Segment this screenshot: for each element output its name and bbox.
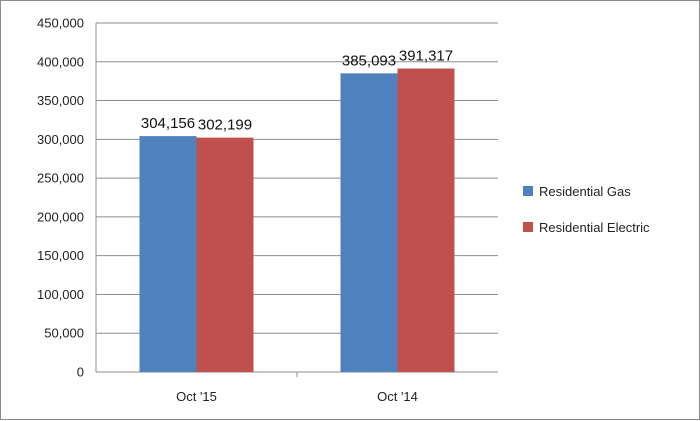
legend-label: Residential Electric	[539, 220, 650, 235]
data-label: 391,317	[399, 48, 453, 65]
y-tick-label: 150,000	[37, 248, 84, 263]
y-tick-label: 100,000	[37, 287, 84, 302]
x-tick-label: Oct '15	[176, 389, 217, 404]
legend-label: Residential Gas	[539, 184, 631, 199]
y-tick-label: 200,000	[37, 209, 84, 224]
y-tick-label: 300,000	[37, 132, 84, 147]
y-tick-label: 50,000	[44, 326, 84, 341]
y-tick-label: 250,000	[37, 171, 84, 186]
y-tick-label: 350,000	[37, 93, 84, 108]
bar	[139, 136, 197, 372]
x-tick-label: Oct '14	[377, 389, 418, 404]
legend-swatch	[523, 222, 533, 232]
y-tick-label: 450,000	[37, 16, 84, 31]
legend-swatch	[523, 186, 533, 196]
data-label: 302,199	[198, 117, 252, 134]
y-tick-label: 0	[77, 365, 84, 380]
bar	[340, 73, 398, 372]
data-label: 385,093	[342, 52, 396, 69]
bar	[196, 137, 254, 372]
y-tick-label: 400,000	[37, 54, 84, 69]
data-label: 304,156	[141, 115, 195, 132]
bar	[397, 68, 455, 372]
